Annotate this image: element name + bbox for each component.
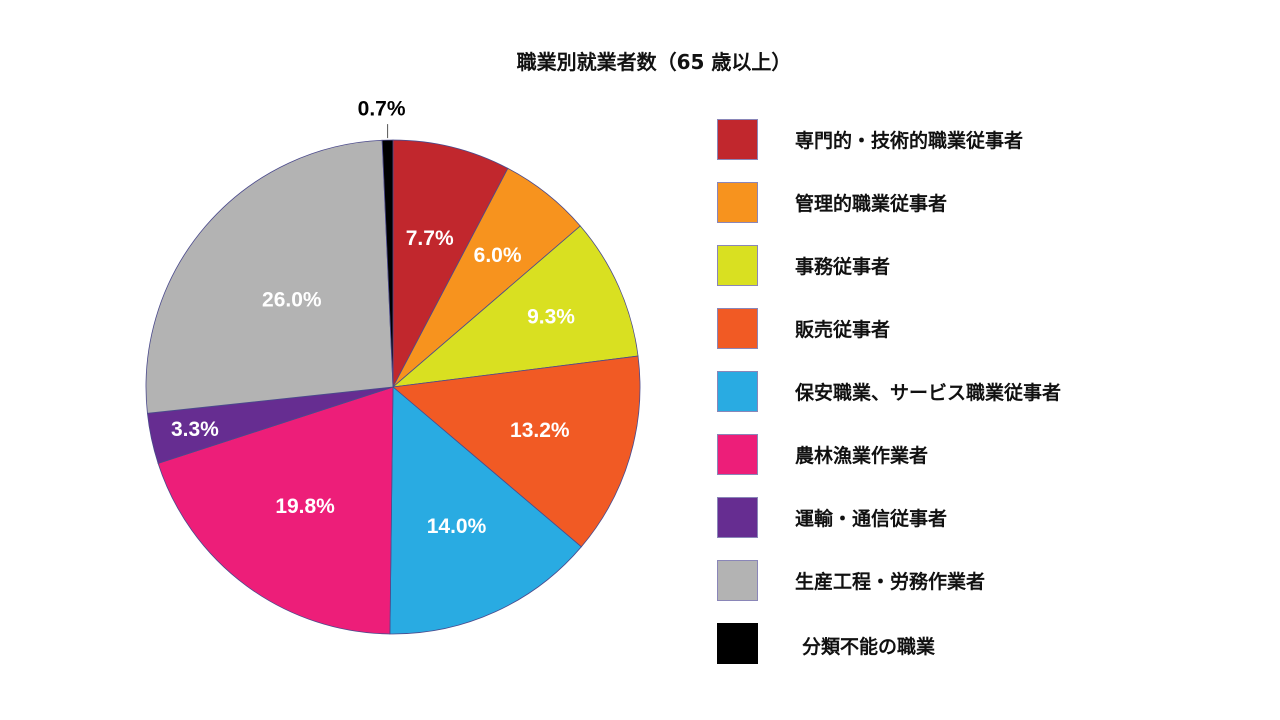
legend-label: 管理的職業従事者: [795, 193, 948, 215]
legend-swatch: [717, 623, 758, 664]
legend-label: 分類不能の職業: [802, 636, 936, 658]
slice-value-label: 26.0%: [262, 289, 322, 312]
slice-value-label: 7.7%: [406, 227, 454, 250]
pie-value-labels: 7.7% 6.0% 9.3% 13.2% 14.0% 19.8% 3.3% 26.0% 0.7%: [171, 98, 575, 538]
slice-value-label: 6.0%: [474, 244, 522, 267]
legend-label: 保安職業、サービス職業従事者: [795, 382, 1062, 404]
pie-slice: [157, 386, 394, 635]
chart-title: 職業別就業者数（65 歳以上）: [516, 50, 792, 74]
pie-slice: [381, 139, 394, 388]
pie-slice: [145, 139, 394, 414]
legend-label: 生産工程・労務作業者: [795, 571, 986, 593]
slice-value-label: 9.3%: [527, 305, 575, 328]
pie-slices: [145, 139, 641, 635]
legend-label: 運輸・通信従事者: [795, 508, 948, 530]
pie-slice: [392, 355, 641, 548]
legend-label: 農林漁業作業者: [795, 445, 929, 467]
legend-label: 専門的・技術的職業従事者: [795, 130, 1024, 152]
legend-swatch: [717, 371, 758, 412]
legend-swatch: [717, 119, 758, 160]
legend-swatch: [717, 560, 758, 601]
legend-swatch: [717, 434, 758, 475]
legend-label: 事務従事者: [795, 256, 891, 278]
slice-value-label: 13.2%: [510, 419, 570, 442]
legend-swatch: [717, 182, 758, 223]
slice-value-label: 14.0%: [427, 515, 487, 538]
legend-label: 販売従事者: [795, 319, 891, 341]
pie-slice: [389, 386, 582, 635]
legend-swatch: [717, 245, 758, 286]
slice-value-label: 0.7%: [358, 98, 406, 121]
slice-value-label: 3.3%: [171, 418, 219, 441]
pie-slice: [392, 139, 509, 388]
legend-swatch: [717, 497, 758, 538]
slice-value-label: 19.8%: [275, 495, 335, 518]
pie-slice: [391, 225, 639, 388]
legend-swatch: [717, 308, 758, 349]
